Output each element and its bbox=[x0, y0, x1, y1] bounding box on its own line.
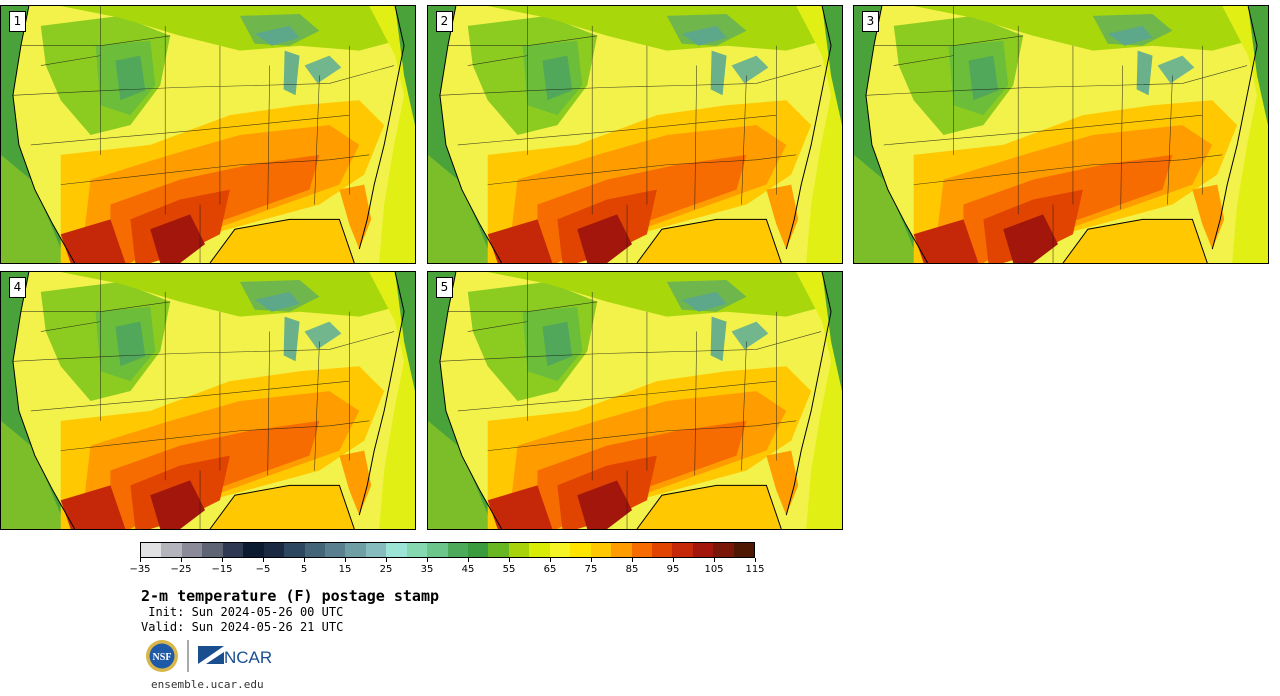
colorbar-segment bbox=[651, 543, 673, 557]
colorbar-segment bbox=[631, 543, 652, 557]
colorbar-tick bbox=[427, 558, 428, 562]
colorbar-tick bbox=[509, 558, 510, 562]
colorbar-segment bbox=[468, 543, 489, 557]
ensemble-member-panel-1: 1 bbox=[0, 5, 416, 264]
panel-number: 5 bbox=[436, 277, 453, 298]
colorbar-segment bbox=[427, 543, 448, 557]
colorbar-segment bbox=[263, 543, 285, 557]
colorbar-segment bbox=[570, 543, 591, 557]
site-url: ensemble.ucar.edu bbox=[151, 678, 264, 691]
colorbar-segment bbox=[529, 543, 550, 557]
colorbar-segment bbox=[406, 543, 428, 557]
panel-number: 2 bbox=[436, 11, 453, 32]
colorbar-segment bbox=[181, 543, 203, 557]
colorbar-tick-label: −35 bbox=[129, 564, 151, 575]
colorbar-tick-label: 45 bbox=[461, 564, 475, 575]
colorbar-tick bbox=[345, 558, 346, 562]
temperature-map bbox=[1, 272, 415, 529]
colorbar-segment bbox=[508, 543, 530, 557]
colorbar-segment bbox=[304, 543, 325, 557]
sponsor-logos: NSF NCAR bbox=[144, 638, 284, 674]
valid-time: Valid: Sun 2024-05-26 21 UTC bbox=[141, 620, 344, 634]
colorbar-segment bbox=[386, 543, 407, 557]
colorbar-tick bbox=[632, 558, 633, 562]
colorbar-tick-label: 55 bbox=[502, 564, 516, 575]
colorbar-tick-label: 35 bbox=[420, 564, 434, 575]
colorbar-tick bbox=[386, 558, 387, 562]
colorbar-tick bbox=[181, 558, 182, 562]
colorbar-segment bbox=[161, 543, 182, 557]
colorbar-tick bbox=[673, 558, 674, 562]
colorbar-tick bbox=[263, 558, 264, 562]
colorbar-tick-labels: −35 −25 −15 −5 5 15 25 35 45 55 65 75 85 95 105 115 bbox=[129, 558, 765, 578]
colorbar-segment bbox=[549, 543, 571, 557]
colorbar-tick-label: −15 bbox=[211, 564, 233, 575]
plot-title: 2-m temperature (F) postage stamp bbox=[141, 587, 440, 605]
colorbar-tick-label: 15 bbox=[338, 564, 352, 575]
colorbar-tick-label: 25 bbox=[379, 564, 393, 575]
colorbar-tick-label: 65 bbox=[543, 564, 557, 575]
temperature-map bbox=[1, 6, 415, 263]
temperature-map bbox=[428, 272, 842, 529]
temperature-map bbox=[854, 6, 1268, 263]
temperature-map bbox=[428, 6, 842, 263]
colorbar-segment bbox=[488, 543, 509, 557]
colorbar-segment bbox=[345, 543, 366, 557]
panel-number: 3 bbox=[862, 11, 879, 32]
ncar-logo-icon: NCAR bbox=[198, 646, 272, 667]
colorbar-tick bbox=[304, 558, 305, 562]
colorbar-segment bbox=[222, 543, 244, 557]
ensemble-member-panel-2: 2 bbox=[427, 5, 843, 264]
colorbar-segment bbox=[692, 543, 714, 557]
panel-number: 4 bbox=[9, 277, 26, 298]
colorbar-segment bbox=[590, 543, 612, 557]
nsf-logo-icon: NSF bbox=[146, 640, 178, 672]
colorbar-segment bbox=[447, 543, 468, 557]
ncar-logo-text: NCAR bbox=[224, 648, 272, 667]
ensemble-member-panel-5: 5 bbox=[427, 271, 843, 530]
colorbar-segment bbox=[243, 543, 264, 557]
colorbar-tick-label: 5 bbox=[300, 564, 308, 575]
ensemble-member-panel-3: 3 bbox=[853, 5, 1269, 264]
colorbar-tick bbox=[714, 558, 715, 562]
colorbar-segment bbox=[365, 543, 387, 557]
colorbar-tick bbox=[550, 558, 551, 562]
colorbar-tick bbox=[222, 558, 223, 562]
colorbar-segment bbox=[324, 543, 346, 557]
nsf-logo-text: NSF bbox=[153, 652, 172, 663]
colorbar-tick-label: −25 bbox=[170, 564, 192, 575]
temperature-colorbar bbox=[140, 542, 755, 558]
colorbar-tick-label: 95 bbox=[666, 564, 680, 575]
colorbar-tick bbox=[468, 558, 469, 562]
colorbar-segment bbox=[672, 543, 693, 557]
colorbar-tick bbox=[591, 558, 592, 562]
init-time: Init: Sun 2024-05-26 00 UTC bbox=[141, 605, 344, 619]
colorbar-segment bbox=[733, 543, 755, 557]
colorbar-tick-label: 85 bbox=[625, 564, 639, 575]
colorbar-tick bbox=[755, 558, 756, 562]
colorbar-segment bbox=[202, 543, 223, 557]
panel-number: 1 bbox=[9, 11, 26, 32]
colorbar-tick-label: −5 bbox=[255, 564, 271, 575]
colorbar-tick-label: 75 bbox=[584, 564, 598, 575]
colorbar-segment bbox=[141, 543, 162, 557]
colorbar-tick-label: 105 bbox=[704, 564, 724, 575]
colorbar-segment bbox=[713, 543, 734, 557]
colorbar-tick-label: 115 bbox=[745, 564, 765, 575]
colorbar-tick bbox=[140, 558, 141, 562]
colorbar-segment bbox=[284, 543, 305, 557]
ensemble-member-panel-4: 4 bbox=[0, 271, 416, 530]
colorbar-segment bbox=[611, 543, 632, 557]
